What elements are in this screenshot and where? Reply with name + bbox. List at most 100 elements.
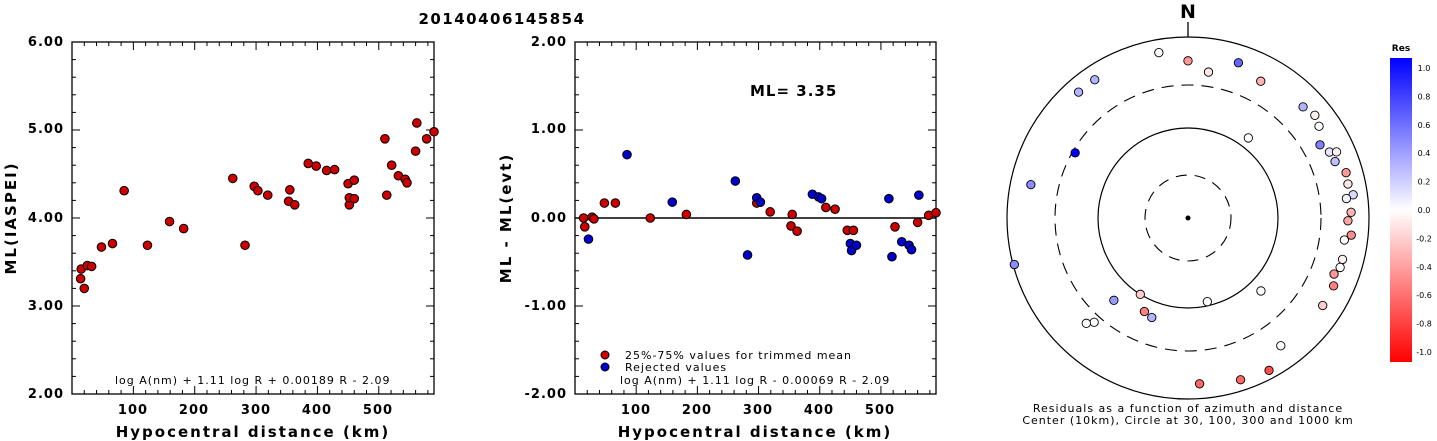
polar-stations: [1009, 47, 1358, 389]
station-marker: [1235, 375, 1246, 385]
colorbar-tick-label: -0.4: [1416, 263, 1432, 272]
plot2-y-tick: -2.00: [525, 387, 567, 402]
plot1-x-tick: 500: [363, 403, 393, 418]
trimmed-point: [786, 221, 796, 231]
plot2-x-tick: 400: [804, 403, 834, 418]
data-point: [178, 223, 189, 234]
station-marker: [1264, 365, 1274, 376]
station-marker: [1346, 230, 1356, 240]
ml-annotation: ML= 3.35: [750, 82, 837, 100]
trimmed-point: [765, 207, 775, 217]
plot-residual-vs-distance: 2.00 1.00 0.00 -1.00 -2.00 100 200 300 4…: [497, 35, 941, 441]
trimmed-point: [579, 222, 590, 232]
trimmed-point: [599, 198, 610, 208]
rejected-point: [730, 176, 741, 186]
colorbar-tick-labels: 1.0 0.8 0.6 0.4 0.2 0.0 -0.2 -0.4 -0.6 -0.8 -1.0: [1416, 64, 1432, 357]
legend-marker-rejected: [600, 362, 610, 372]
station-marker: [1328, 281, 1339, 291]
legend-marker-trimmed: [600, 350, 610, 360]
trimmed-point: [931, 207, 941, 218]
plot2-x-axis-label: Hypocentral distance (km): [618, 423, 893, 441]
station-marker: [1089, 317, 1099, 327]
station-marker: [1318, 300, 1328, 311]
polar-center: [1185, 215, 1191, 221]
plot1-y-tick: 5.00: [28, 122, 64, 137]
plot1-frame: [71, 41, 435, 395]
data-point: [402, 178, 412, 188]
station-marker: [1183, 56, 1193, 66]
station-marker: [1341, 193, 1352, 204]
station-marker: [1139, 306, 1150, 317]
plot1-formula: log A(nm) + 1.11 log R + 0.00189 R - 2.0…: [115, 374, 390, 387]
plot2-formula: log A(nm) + 1.11 log R - 0.00069 R - 2.0…: [620, 374, 890, 387]
chart-title: 20140406145854: [418, 10, 585, 28]
rejected-point: [583, 234, 594, 244]
plot1-y-axis-label: ML(IASPEI): [2, 161, 20, 274]
data-point: [79, 283, 90, 294]
data-point: [303, 158, 314, 169]
plot1-y-tick: 4.00: [28, 211, 64, 226]
colorbar-tick-label: 0.4: [1418, 149, 1431, 158]
polar-caption-2: Center (10km), Circle at 30, 100, 300 an…: [1022, 414, 1353, 427]
rejected-point: [667, 197, 678, 207]
station-marker: [1147, 312, 1157, 323]
data-point: [262, 190, 273, 200]
legend-label-rejected: Rejected values: [625, 361, 727, 374]
rejected-point: [914, 190, 924, 200]
colorbar-tick-label: 0.6: [1418, 121, 1431, 130]
plot1-x-axis-label: Hypocentral distance (km): [116, 423, 391, 441]
colorbar-tick-label: 0.8: [1418, 92, 1431, 101]
trimmed-point: [792, 226, 802, 236]
station-marker: [1256, 286, 1266, 296]
data-point: [386, 160, 397, 170]
data-point: [380, 134, 390, 144]
station-marker: [1339, 235, 1349, 245]
plot2-tick-marks: [575, 42, 936, 394]
plot1-x-tick: 300: [241, 403, 271, 418]
station-marker: [1026, 179, 1036, 190]
data-point: [227, 173, 238, 184]
colorbar-tick-label: 0.0: [1418, 206, 1431, 215]
data-point: [289, 200, 300, 210]
plot1-x-tick: 200: [179, 403, 209, 418]
polar-residual-plot: N Residuals as a function of azimuth and…: [1006, 1, 1370, 427]
station-marker: [1256, 76, 1266, 86]
data-point: [107, 238, 118, 249]
colorbar-tick-label: -1.0: [1416, 348, 1432, 357]
plot1-tick-marks: [72, 42, 434, 394]
station-marker: [1346, 207, 1356, 217]
trimmed-point: [787, 209, 798, 220]
station-marker: [1081, 318, 1091, 328]
rejected-point: [884, 193, 894, 204]
trimmed-point: [912, 217, 923, 228]
plot2-x-tick: 200: [682, 403, 712, 418]
station-marker: [1335, 262, 1345, 273]
legend-label-trimmed: 25%-75% values for trimmed mean: [625, 349, 852, 362]
station-marker: [1314, 121, 1324, 131]
data-point: [410, 146, 421, 156]
colorbar-title: Res: [1392, 44, 1410, 54]
trimmed-point: [848, 225, 859, 236]
plot1-x-tick: 100: [118, 403, 148, 418]
data-point: [429, 126, 439, 137]
data-point: [86, 261, 97, 272]
rejected-point: [851, 240, 862, 251]
data-point: [381, 190, 392, 200]
station-marker: [1310, 110, 1320, 120]
station-marker: [1135, 289, 1145, 299]
plot2-x-tick: 300: [743, 403, 773, 418]
trimmed-point: [578, 213, 589, 223]
station-marker: [1233, 58, 1244, 68]
rejected-point: [906, 244, 917, 255]
data-point: [285, 185, 295, 195]
data-point: [164, 216, 175, 227]
station-marker: [1109, 295, 1119, 305]
plot2-x-tick: 100: [621, 403, 651, 418]
plot1-y-tick: 2.00: [28, 387, 64, 402]
station-marker: [1329, 269, 1339, 279]
plot2-y-tick-labels: 2.00 1.00 0.00 -1.00 -2.00: [525, 35, 567, 402]
plot1-y-tick-labels: 2.00 3.00 4.00 5.00 6.00: [28, 35, 64, 402]
data-point: [119, 185, 129, 196]
data-point: [329, 164, 340, 175]
station-marker: [1276, 341, 1286, 351]
